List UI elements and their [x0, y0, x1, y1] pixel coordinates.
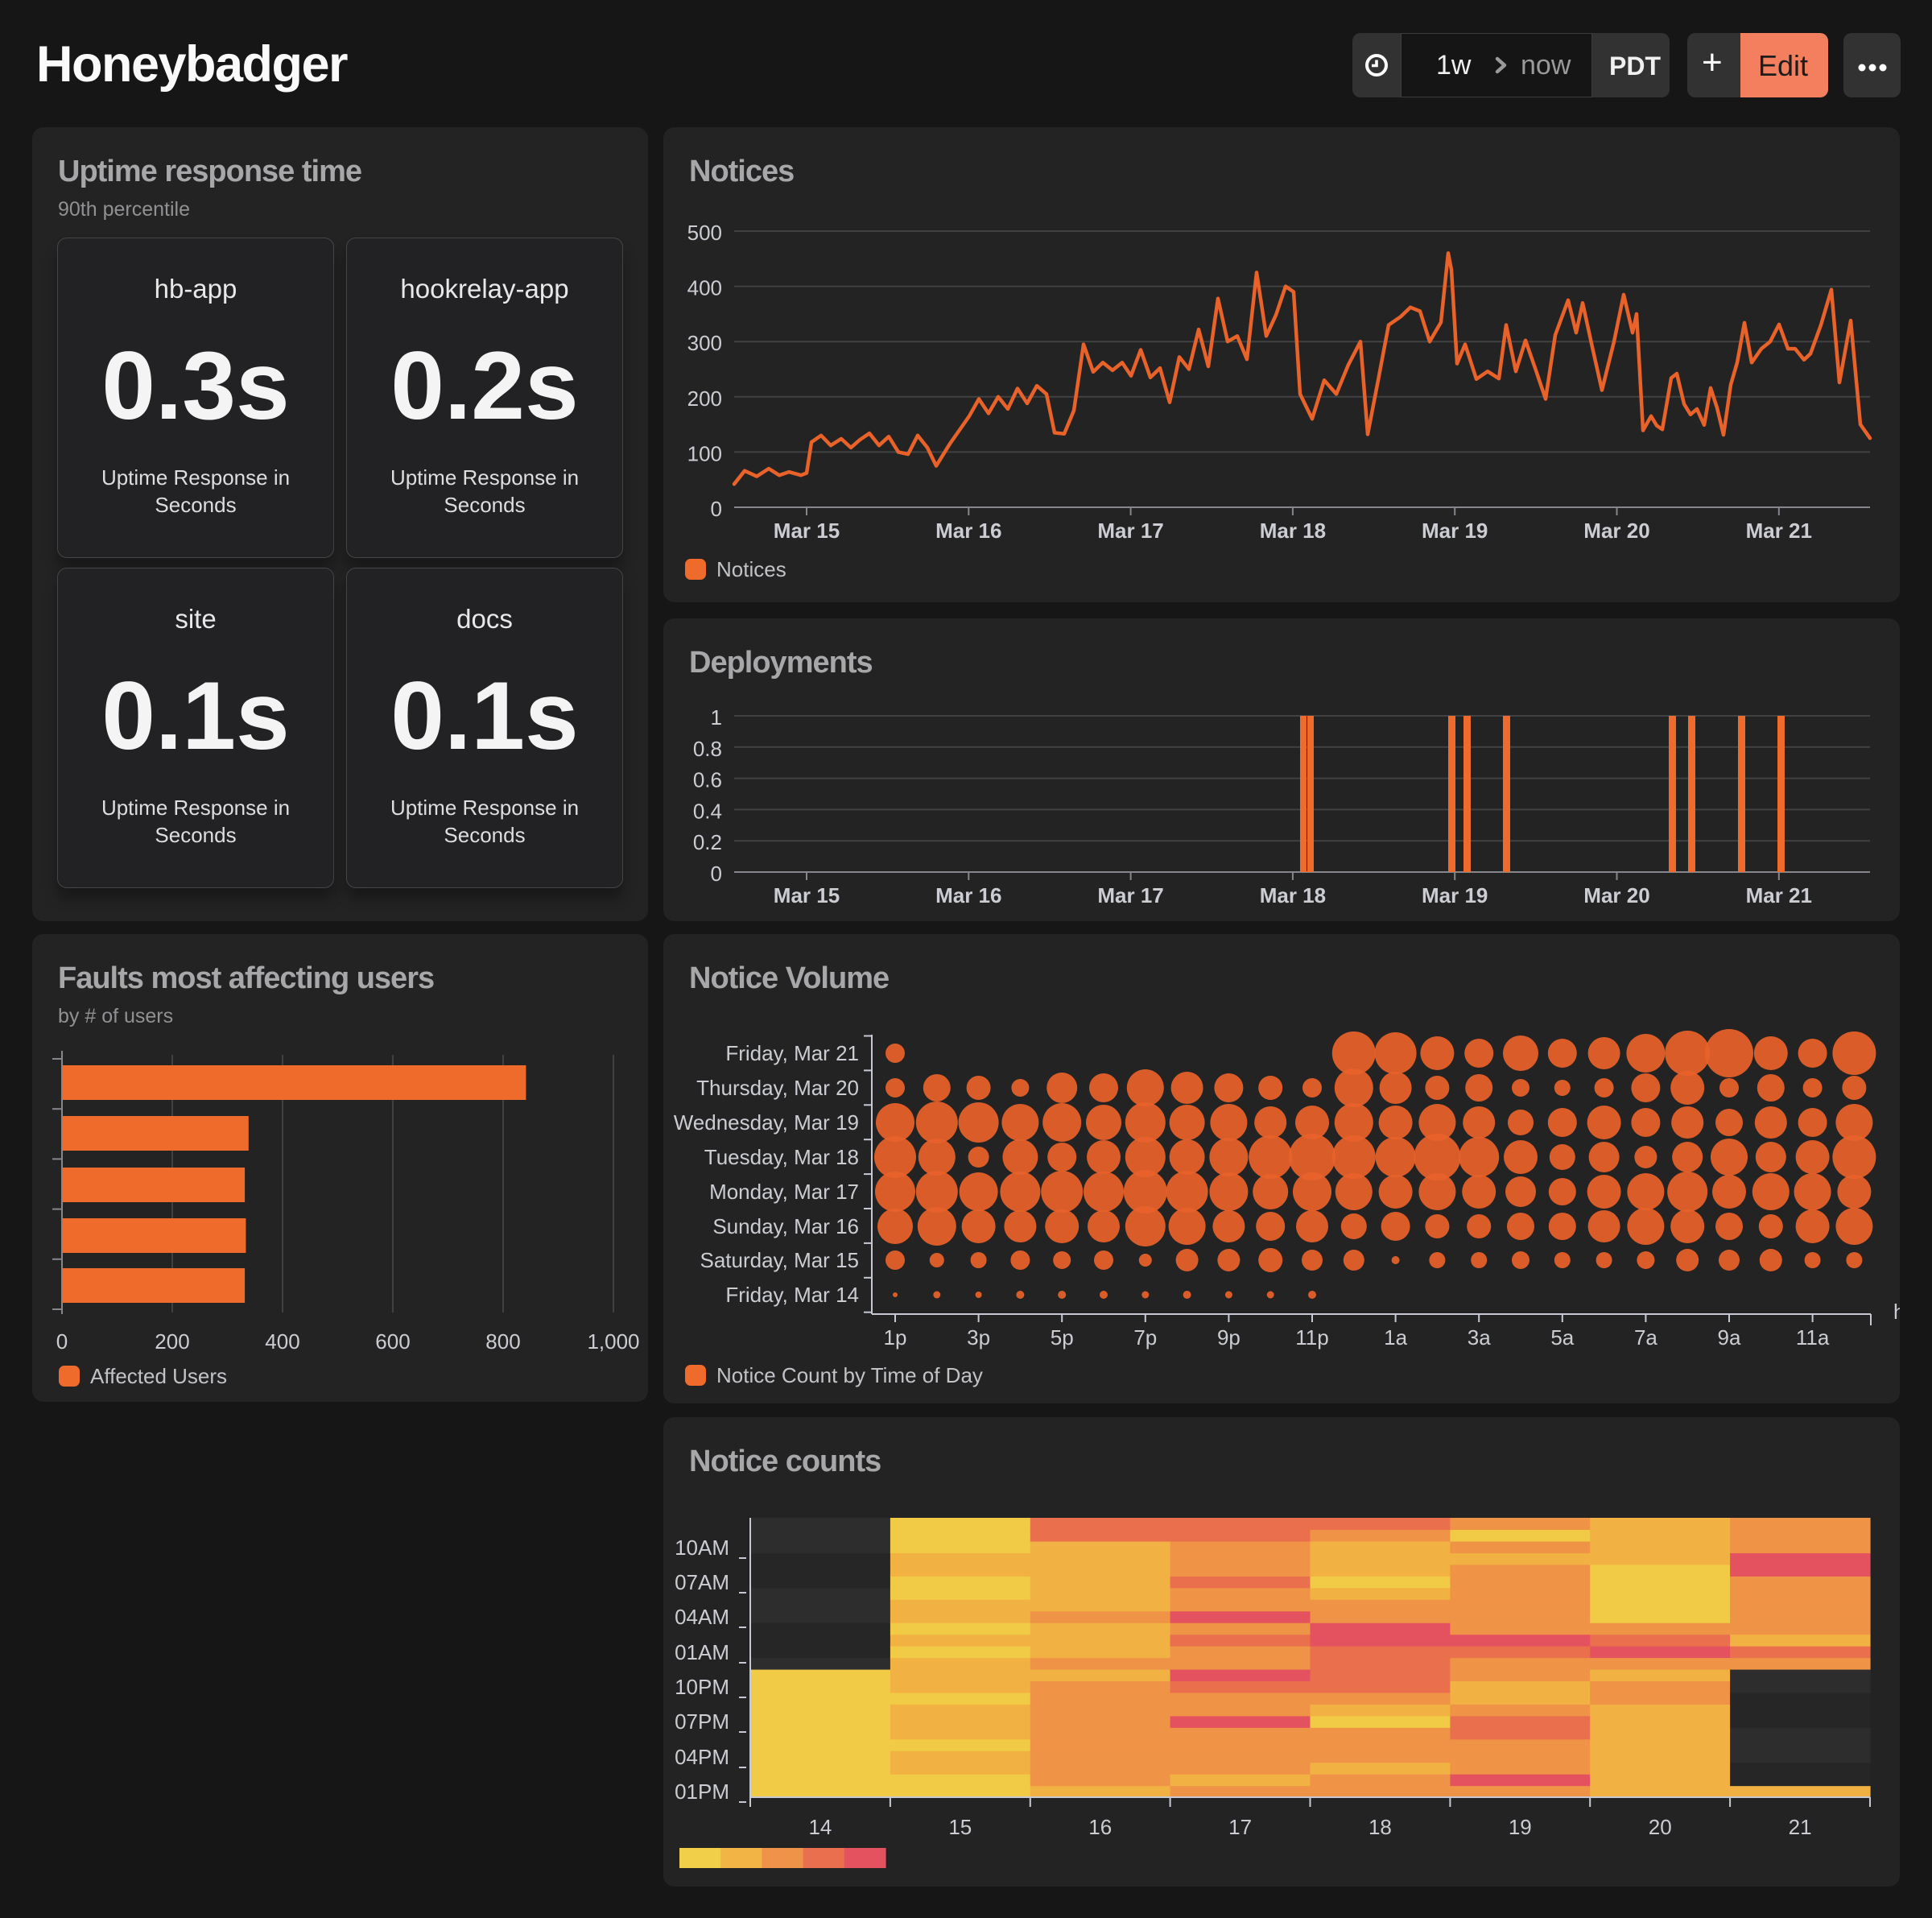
- svg-text:Mar 20: Mar 20: [1583, 519, 1649, 543]
- svg-text:Tuesday, Mar 18: Tuesday, Mar 18: [704, 1145, 859, 1169]
- svg-text:800: 800: [485, 1329, 520, 1354]
- svg-text:01PM: 01PM: [675, 1780, 729, 1804]
- svg-text:Mar 20: Mar 20: [1583, 883, 1649, 907]
- svg-text:1,000: 1,000: [587, 1329, 639, 1354]
- svg-text:17: 17: [1228, 1815, 1252, 1839]
- svg-text:Mar 17: Mar 17: [1097, 883, 1163, 907]
- svg-text:7p: 7p: [1133, 1325, 1157, 1350]
- svg-text:3a: 3a: [1468, 1325, 1491, 1350]
- svg-text:200: 200: [155, 1329, 189, 1354]
- svg-text:h: h: [1893, 1300, 1900, 1324]
- svg-text:11p: 11p: [1295, 1325, 1328, 1350]
- svg-text:19: 19: [1509, 1815, 1532, 1839]
- svg-text:11a: 11a: [1796, 1325, 1830, 1350]
- svg-text:0: 0: [56, 1329, 68, 1354]
- svg-text:1: 1: [711, 705, 722, 730]
- svg-text:0.8: 0.8: [693, 737, 722, 761]
- svg-text:9p: 9p: [1217, 1325, 1241, 1350]
- svg-text:15: 15: [948, 1815, 972, 1839]
- svg-text:Mar 19: Mar 19: [1422, 519, 1488, 543]
- svg-text:1p: 1p: [884, 1325, 907, 1350]
- svg-text:400: 400: [265, 1329, 299, 1354]
- svg-text:400: 400: [687, 276, 722, 300]
- svg-text:0.6: 0.6: [693, 768, 722, 792]
- svg-text:Mar 16: Mar 16: [935, 519, 1001, 543]
- svg-text:Friday, Mar 14: Friday, Mar 14: [725, 1283, 859, 1307]
- svg-text:14: 14: [808, 1815, 832, 1839]
- svg-text:0.4: 0.4: [693, 799, 722, 823]
- svg-text:Mar 17: Mar 17: [1097, 519, 1163, 543]
- svg-text:300: 300: [687, 331, 722, 355]
- svg-text:Mar 18: Mar 18: [1260, 519, 1326, 543]
- svg-text:Mar 15: Mar 15: [774, 519, 840, 543]
- svg-text:Monday, Mar 17: Monday, Mar 17: [709, 1180, 859, 1204]
- svg-text:04PM: 04PM: [675, 1745, 729, 1769]
- svg-text:0: 0: [711, 497, 722, 521]
- svg-text:20: 20: [1649, 1815, 1672, 1839]
- svg-text:600: 600: [375, 1329, 410, 1354]
- svg-text:Sunday, Mar 16: Sunday, Mar 16: [712, 1214, 859, 1238]
- svg-text:100: 100: [687, 441, 722, 465]
- svg-text:1a: 1a: [1384, 1325, 1407, 1350]
- svg-text:0: 0: [711, 862, 722, 886]
- svg-text:0.2: 0.2: [693, 830, 722, 854]
- svg-text:10PM: 10PM: [675, 1675, 729, 1699]
- svg-text:Mar 15: Mar 15: [774, 883, 840, 907]
- svg-text:Mar 18: Mar 18: [1260, 883, 1326, 907]
- svg-text:01AM: 01AM: [675, 1640, 729, 1664]
- svg-text:9a: 9a: [1718, 1325, 1741, 1350]
- svg-text:500: 500: [687, 221, 722, 245]
- svg-text:04AM: 04AM: [675, 1605, 729, 1629]
- svg-text:Thursday, Mar 20: Thursday, Mar 20: [696, 1076, 859, 1100]
- svg-text:Wednesday, Mar 19: Wednesday, Mar 19: [674, 1110, 859, 1135]
- svg-text:07AM: 07AM: [675, 1570, 729, 1594]
- svg-text:10AM: 10AM: [675, 1536, 729, 1560]
- svg-text:5a: 5a: [1550, 1325, 1574, 1350]
- svg-text:Notices: Notices: [716, 557, 786, 581]
- svg-text:7a: 7a: [1634, 1325, 1657, 1350]
- svg-text:16: 16: [1088, 1815, 1112, 1839]
- svg-text:Notice Count by Time of Day: Notice Count by Time of Day: [716, 1363, 983, 1387]
- svg-text:Mar 19: Mar 19: [1422, 883, 1488, 907]
- svg-text:3p: 3p: [967, 1325, 990, 1350]
- svg-text:07PM: 07PM: [675, 1709, 729, 1734]
- svg-text:21: 21: [1789, 1815, 1812, 1839]
- svg-text:5p: 5p: [1051, 1325, 1074, 1350]
- svg-text:Mar 21: Mar 21: [1746, 883, 1812, 907]
- svg-text:Mar 16: Mar 16: [935, 883, 1001, 907]
- svg-text:Mar 21: Mar 21: [1746, 519, 1812, 543]
- svg-text:Saturday, Mar 15: Saturday, Mar 15: [700, 1248, 859, 1272]
- svg-text:Affected Users: Affected Users: [90, 1364, 227, 1388]
- svg-text:18: 18: [1368, 1815, 1392, 1839]
- svg-text:200: 200: [687, 386, 722, 411]
- svg-text:Friday, Mar 21: Friday, Mar 21: [725, 1041, 859, 1065]
